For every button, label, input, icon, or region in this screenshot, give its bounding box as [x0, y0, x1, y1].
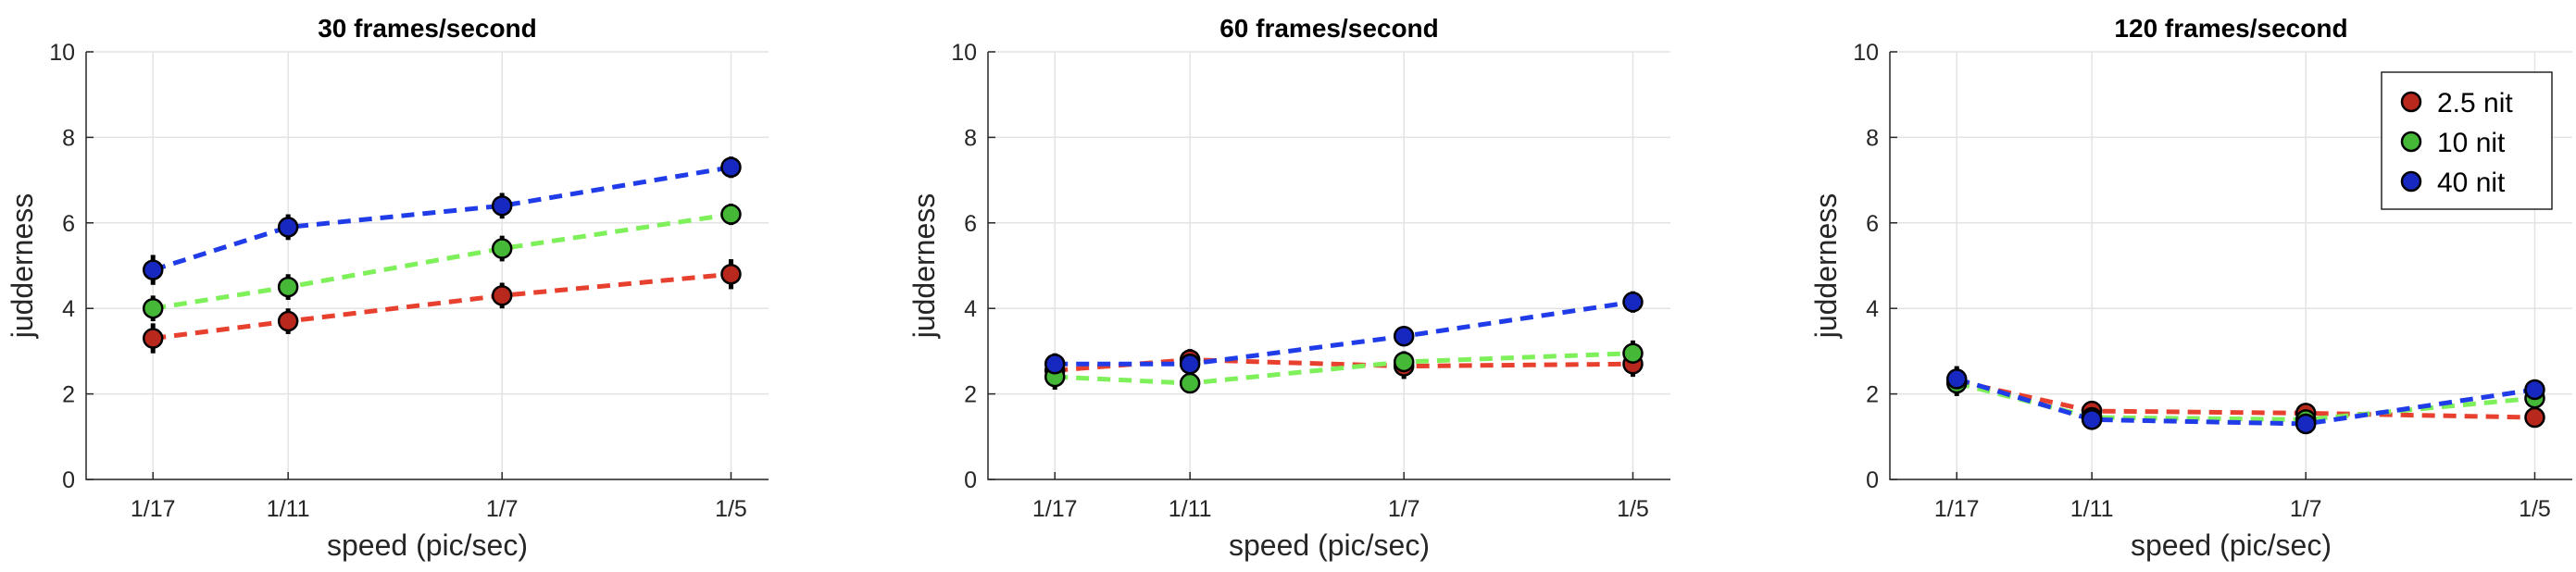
data-point — [2524, 379, 2545, 401]
legend-label: 2.5 nit — [2437, 88, 2513, 118]
y-tick-label: 8 — [964, 125, 977, 151]
x-tick-label: 1/17 — [1032, 496, 1078, 522]
data-point — [491, 285, 513, 306]
y-tick-label: 10 — [1853, 40, 1879, 66]
y-tick-label: 4 — [1866, 296, 1879, 322]
series-line-10-nit — [152, 212, 732, 311]
data-point — [720, 204, 742, 225]
axes-frame — [85, 52, 769, 480]
y-axis-label: judderness — [6, 193, 39, 340]
chart-title: 30 frames/second — [318, 14, 537, 43]
data-point — [277, 276, 299, 298]
data-point — [142, 328, 164, 349]
panel-3: 0 2 4 6 8 10 1/17 1/11 1/7 1/5 120 frames/second sp… — [1809, 14, 2572, 562]
x-tick-label: 1/11 — [1169, 496, 1212, 522]
y-axis-label: judderness — [1809, 193, 1843, 340]
legend-marker — [2400, 91, 2422, 113]
data-point — [720, 263, 742, 285]
x-tick-label: 1/7 — [1388, 496, 1420, 522]
y-tick-label: 6 — [1866, 211, 1879, 237]
legend: 2.5 nit 10 nit 40 nit — [2381, 71, 2553, 210]
legend-label: 10 nit — [2437, 128, 2506, 158]
chart-title: 60 frames/second — [1219, 14, 1439, 43]
data-point — [2295, 413, 2317, 435]
x-tick-label: 1/5 — [1617, 496, 1649, 522]
y-tick-label: 10 — [49, 40, 75, 66]
data-point — [491, 238, 513, 259]
x-axis-label: speed (pic/sec) — [1229, 528, 1430, 562]
y-tick-label: 6 — [62, 211, 75, 237]
chart-title: 120 frames/second — [2114, 14, 2347, 43]
legend-marker — [2400, 170, 2422, 193]
data-point — [1393, 325, 1415, 347]
x-tick-label: 1/11 — [2070, 496, 2114, 522]
series-line-40-nit — [152, 165, 732, 273]
data-point — [2081, 409, 2103, 430]
y-tick-label: 2 — [964, 382, 977, 408]
series-line-2-5-nit — [152, 271, 732, 342]
series-line-10-nit — [1055, 351, 1633, 386]
data-point — [277, 310, 299, 332]
x-tick-label: 1/11 — [267, 496, 310, 522]
legend-marker — [2400, 131, 2422, 153]
x-tick-label: 1/17 — [131, 496, 176, 522]
x-tick-label: 1/5 — [2519, 496, 2551, 522]
data-point — [1179, 354, 1201, 375]
x-tick-label: 1/5 — [715, 496, 747, 522]
data-point — [1179, 372, 1201, 394]
data-point — [1945, 368, 1968, 390]
panel-1: 0 2 4 6 8 10 1/17 1/11 1/7 1/5 30 frames/second spe… — [6, 14, 769, 562]
data-point — [142, 259, 164, 280]
axes-frame — [987, 52, 1670, 480]
data-point — [277, 217, 299, 238]
data-point — [491, 195, 513, 217]
x-tick-label: 1/17 — [1934, 496, 1980, 522]
data-point — [1044, 354, 1066, 375]
y-tick-label: 4 — [62, 296, 75, 322]
y-tick-label: 10 — [951, 40, 977, 66]
x-tick-label: 1/7 — [486, 496, 519, 522]
series-line-2-5-nit — [1956, 379, 2535, 420]
series-line-40-nit — [1055, 299, 1633, 367]
data-point — [1622, 342, 1644, 364]
y-tick-label: 0 — [964, 467, 977, 493]
y-tick-label: 2 — [1866, 382, 1879, 408]
data-point — [142, 297, 164, 319]
x-axis-label: speed (pic/sec) — [2131, 528, 2332, 562]
y-tick-label: 6 — [964, 211, 977, 237]
data-point — [1622, 292, 1644, 313]
y-tick-label: 2 — [62, 382, 75, 408]
data-point — [720, 156, 742, 178]
y-tick-label: 4 — [964, 296, 977, 322]
y-tick-label: 0 — [1866, 467, 1879, 493]
panel-2: 0 2 4 6 8 10 1/17 1/11 1/7 1/5 60 frames/second spe… — [907, 14, 1670, 562]
y-tick-label: 8 — [1866, 125, 1879, 151]
legend-label: 40 nit — [2437, 168, 2506, 198]
y-axis-label: judderness — [907, 193, 941, 340]
y-tick-label: 8 — [62, 125, 75, 151]
x-tick-label: 1/7 — [2290, 496, 2322, 522]
x-axis-label: speed (pic/sec) — [327, 528, 528, 562]
data-point — [2524, 406, 2545, 429]
series-line-40-nit — [1956, 377, 2535, 427]
data-point — [1393, 351, 1415, 373]
y-tick-label: 0 — [62, 467, 75, 493]
